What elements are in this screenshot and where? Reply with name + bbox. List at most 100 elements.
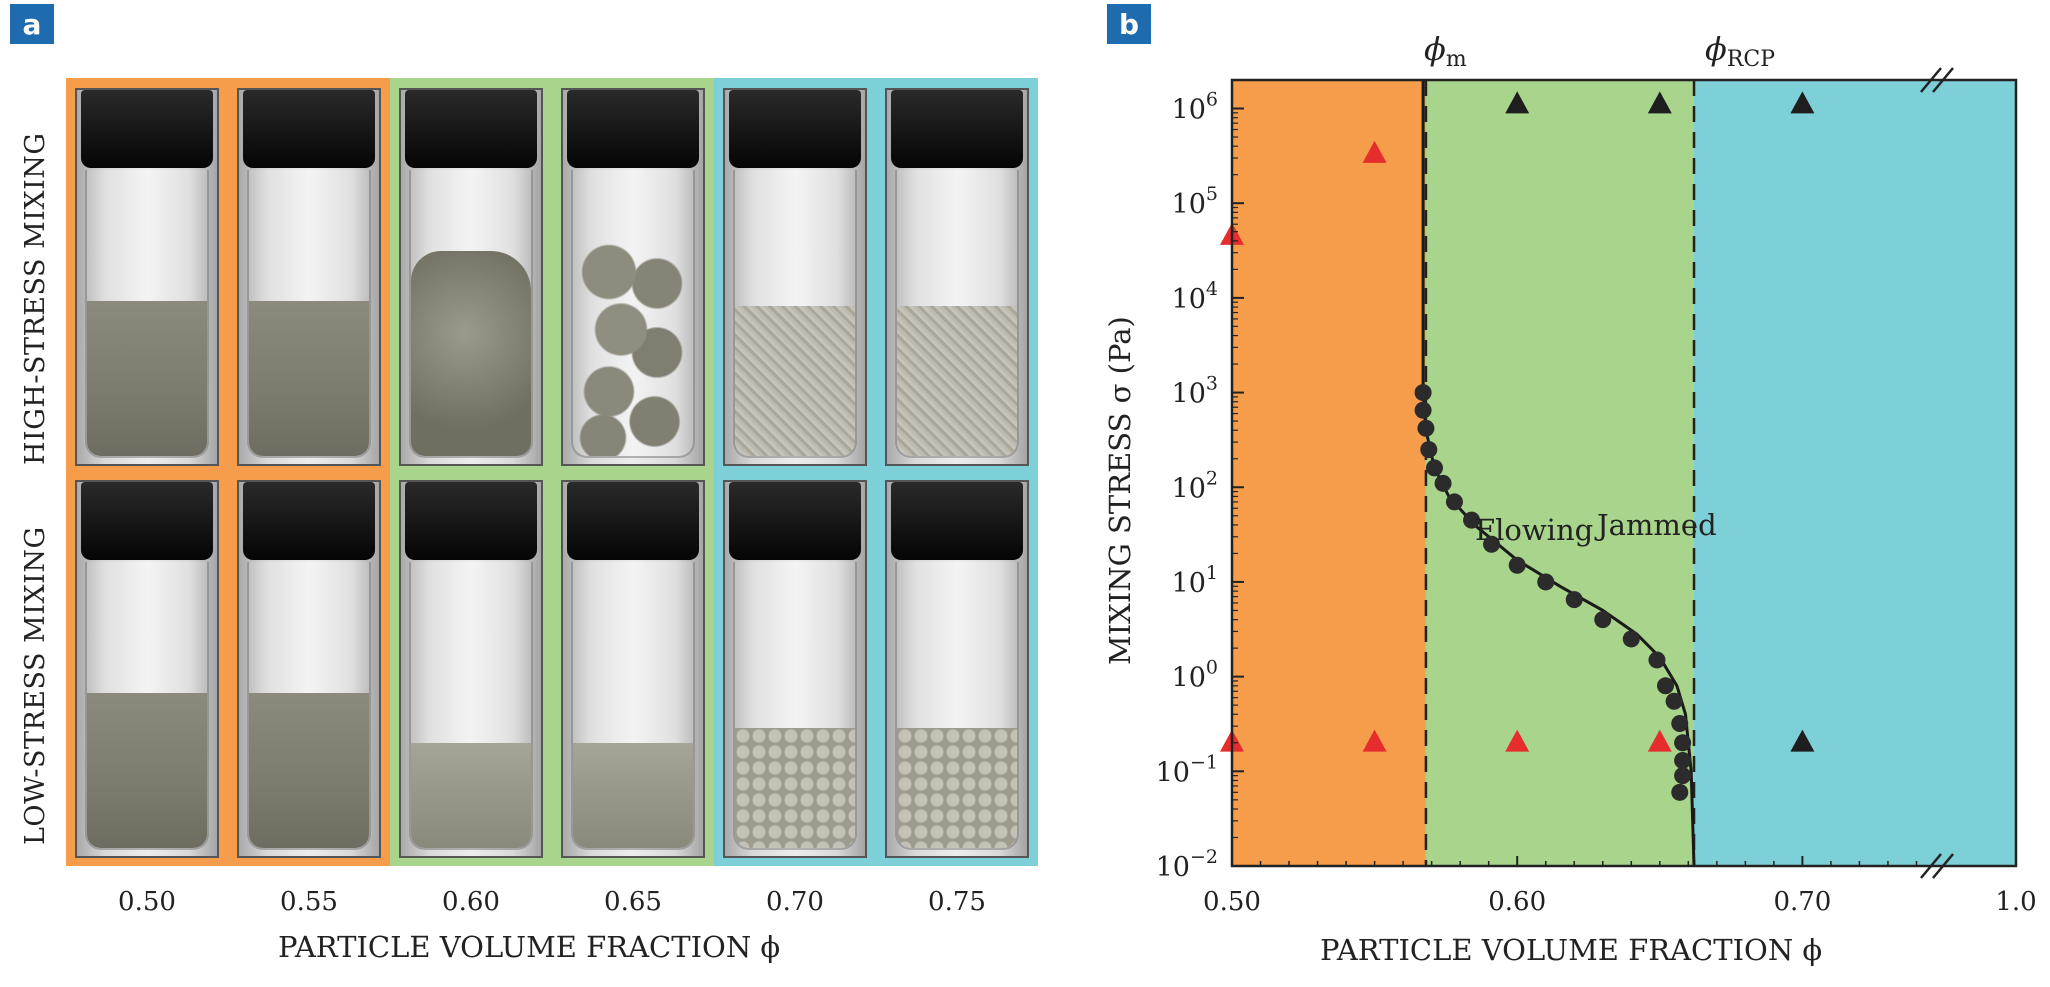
plot-frame [1230, 78, 2018, 868]
data-point-circle [1674, 767, 1692, 785]
phi-rcp-subscript: RCP [1727, 47, 1775, 72]
y-tick-exponent: 4 [1206, 278, 1218, 300]
phi-rcp-label: ϕRCP [1705, 30, 1775, 72]
data-point-circle [1414, 384, 1432, 402]
transition-region [1425, 80, 1695, 866]
y-tick-exponent: 0 [1206, 657, 1218, 679]
data-point-circle [1671, 783, 1689, 801]
y-tick-label: 103 [1172, 373, 1218, 410]
data-point-circle [1537, 573, 1555, 591]
axis-break-mark [1932, 853, 1954, 879]
vial-photo [723, 88, 867, 466]
vial-cap [891, 90, 1023, 168]
phi-rcp-symbol: ϕ [1705, 30, 1727, 68]
vial-cap [729, 482, 861, 560]
vial-cap [405, 90, 537, 168]
y-tick-label: 104 [1172, 278, 1218, 315]
y-tick-exponent: −2 [1190, 846, 1218, 868]
y-tick-base: 10 [1172, 379, 1206, 410]
data-point-red-triangle [1505, 729, 1530, 752]
panel-a: a HIGH-STRESS MIXING LOW-STRESS MIXING 0… [10, 4, 1038, 964]
region-label-jammed: Jammed [1594, 508, 1717, 542]
y-tick-label: 106 [1172, 89, 1218, 126]
y-tick-label: 105 [1172, 183, 1218, 220]
vial-contents [897, 306, 1017, 456]
data-marks [1220, 91, 1815, 801]
flowing-region [1232, 80, 1426, 866]
vial-photo [885, 88, 1029, 466]
vial-contents [573, 743, 693, 848]
panel-a-badge: a [10, 4, 54, 44]
vial-photo [399, 88, 543, 466]
data-point-circle [1417, 419, 1435, 437]
panel-b-badge: b [1107, 4, 1151, 44]
vial-photo [561, 88, 705, 466]
vial-cap [81, 90, 213, 168]
vial-contents [573, 226, 693, 456]
phi-m-symbol: ϕ [1424, 30, 1446, 68]
data-point-circle [1463, 511, 1481, 529]
y-tick-base: 10 [1172, 189, 1206, 220]
y-tick-base: 10 [1172, 663, 1206, 694]
vial-contents [897, 728, 1017, 848]
phi-m-label: ϕm [1424, 30, 1467, 72]
data-point-circle [1622, 630, 1640, 648]
vial-cap [243, 90, 375, 168]
vial-photo [399, 480, 543, 858]
data-point-circle [1674, 752, 1692, 770]
data-point-red-triangle [1362, 729, 1387, 752]
data-point-red-triangle [1362, 140, 1387, 163]
axis-break-mark [1920, 853, 1942, 879]
vial-cap [729, 90, 861, 168]
vial-contents [735, 306, 855, 456]
vial-contents [735, 728, 855, 848]
data-point-circle [1508, 556, 1526, 574]
y-tick-label: 100 [1172, 657, 1218, 694]
phi-m-subscript: m [1446, 47, 1467, 72]
data-point-circle [1483, 535, 1501, 553]
y-tick-exponent: 3 [1206, 373, 1218, 395]
vial-cap [891, 482, 1023, 560]
vial-photo [237, 480, 381, 858]
data-point-circle [1594, 611, 1612, 629]
data-point-circle [1674, 734, 1692, 752]
vial-photo [723, 480, 867, 858]
panel-b-x-label: PARTICLE VOLUME FRACTION ϕ [1320, 933, 1822, 967]
y-tick-exponent: 2 [1206, 467, 1218, 489]
data-point-circle [1425, 459, 1443, 477]
vial-cap [81, 482, 213, 560]
vial-photo [237, 88, 381, 466]
x-tick-label: 0.60 [1488, 887, 1546, 917]
y-tick-base: 10 [1172, 95, 1206, 126]
y-tick-base: 10 [1156, 852, 1190, 883]
y-tick-label: 10−1 [1156, 751, 1218, 788]
data-point-circle [1671, 714, 1689, 732]
vial-cap [243, 482, 375, 560]
y-tick-label: 101 [1172, 562, 1218, 599]
panel-a-x-tick: 0.75 [928, 887, 986, 917]
vial-contents [249, 693, 369, 848]
vial-contents [87, 693, 207, 848]
panel-a-x-tick: 0.70 [766, 887, 824, 917]
axis-break-mark [1920, 67, 1942, 93]
y-tick-base: 10 [1172, 568, 1206, 599]
axes: 0.50 0.60 0.70 1.010610510410310210110010−1… [1156, 67, 2037, 917]
data-point-circle [1648, 651, 1666, 669]
y-tick-label: 10−2 [1156, 846, 1218, 883]
data-point-circle [1665, 692, 1683, 710]
vial-photo [561, 480, 705, 858]
x-tick-label: 0.50 [1203, 887, 1261, 917]
data-point-circle [1434, 474, 1452, 492]
y-tick-base: 10 [1156, 757, 1190, 788]
y-tick-exponent: 5 [1206, 183, 1218, 205]
vial-contents [249, 301, 369, 456]
y-tick-label: 102 [1172, 467, 1218, 504]
data-point-circle [1657, 677, 1675, 695]
vial-contents [411, 251, 531, 456]
y-tick-exponent: 6 [1206, 89, 1218, 111]
y-tick-exponent: −1 [1190, 751, 1218, 773]
data-point-black-triangle [1505, 91, 1530, 114]
panel-b-y-label: MIXING STRESS σ (Pa) [1103, 316, 1137, 665]
